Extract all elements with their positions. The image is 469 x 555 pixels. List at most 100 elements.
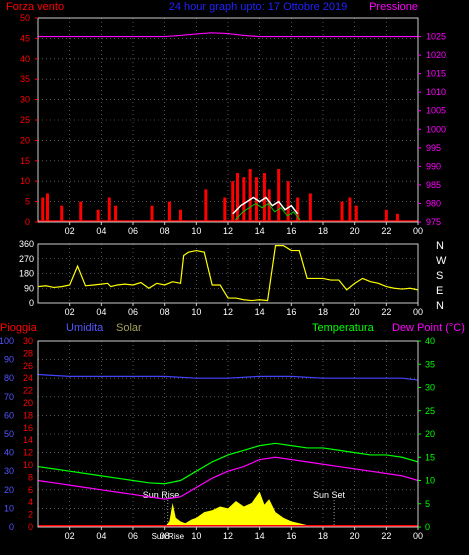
temperature-axis-title: Temperatura bbox=[312, 322, 375, 334]
humidity-ytick-label: 50 bbox=[4, 429, 14, 439]
wind-gust-bar bbox=[248, 168, 252, 222]
wind-ytick-label: 20 bbox=[20, 135, 30, 145]
temperature-ytick-label: 10 bbox=[425, 476, 435, 486]
rain-ytick-label: 28 bbox=[23, 348, 33, 358]
pressure-axis-title: Pressione bbox=[369, 1, 418, 13]
thermo-panel-xtick-label: 22 bbox=[381, 531, 391, 541]
wind-gust-bar bbox=[286, 181, 290, 222]
wind-gust-bar bbox=[41, 197, 45, 222]
pressure-ytick-label: 975 bbox=[426, 217, 441, 227]
rain-ytick-label: 10 bbox=[23, 460, 33, 470]
solar-area bbox=[164, 491, 312, 527]
wind-gust-bar bbox=[262, 173, 266, 222]
direction-panel-xtick-label: 20 bbox=[350, 307, 360, 317]
rain-ytick-label: 2 bbox=[28, 510, 33, 520]
wind-axis-title: Forza vento bbox=[6, 1, 64, 13]
humidity-ytick-label: 30 bbox=[4, 466, 14, 476]
temperature-ytick-label: 25 bbox=[425, 406, 435, 416]
rain-ytick-label: 18 bbox=[23, 410, 33, 420]
humidity-axis-title: Umidita bbox=[66, 322, 104, 334]
wind-panel-xtick-label: 22 bbox=[381, 226, 391, 236]
wind-panel-xtick-label: 12 bbox=[223, 226, 233, 236]
wind-ytick-label: 35 bbox=[20, 74, 30, 84]
sunset-annotation: Sun Set bbox=[313, 490, 346, 500]
wind-ytick-label: 25 bbox=[20, 115, 30, 125]
rain-ytick-label: 6 bbox=[28, 485, 33, 495]
wind-gust-bar bbox=[204, 189, 208, 222]
wind-gust-bar bbox=[348, 197, 352, 222]
wind-panel-xtick-label: 00 bbox=[413, 226, 423, 236]
compass-label-w: W bbox=[436, 255, 447, 267]
temperature-line bbox=[37, 442, 419, 485]
humidity-ytick-label: 20 bbox=[4, 485, 14, 495]
sunrise-time-label: Sun Rise bbox=[152, 532, 185, 541]
humidity-ytick-label: 60 bbox=[4, 410, 14, 420]
direction-ytick-label: 360 bbox=[19, 239, 34, 249]
pressure-ytick-label: 980 bbox=[426, 198, 441, 208]
compass-label-n-top: N bbox=[436, 240, 444, 252]
humidity-ytick-label: 70 bbox=[4, 392, 14, 402]
wind-panel-xtick-label: 02 bbox=[65, 226, 75, 236]
wind-panel-xtick-label: 14 bbox=[255, 226, 265, 236]
thermo-panel-xtick-label: 18 bbox=[318, 531, 328, 541]
wind-gust-bar bbox=[60, 205, 64, 222]
pressure-ytick-label: 985 bbox=[426, 180, 441, 190]
pressure-ytick-label: 990 bbox=[426, 161, 441, 171]
wind-average-line bbox=[232, 196, 299, 215]
wind-gust-bar bbox=[354, 205, 358, 222]
wind-gust-bar bbox=[384, 209, 388, 222]
thermo-panel-xtick-label: 02 bbox=[65, 531, 75, 541]
dewpoint-axis-title: Dew Point (°C) bbox=[392, 322, 465, 334]
dewpoint-line bbox=[37, 456, 419, 500]
thermo-panel-xtick-label: 06 bbox=[128, 531, 138, 541]
rain-ytick-label: 20 bbox=[23, 398, 33, 408]
wind-gust-bar bbox=[395, 213, 399, 222]
direction-ytick-label: 0 bbox=[29, 298, 34, 308]
temperature-ytick-label: 40 bbox=[425, 336, 435, 346]
pressure-ytick-label: 1025 bbox=[426, 32, 446, 42]
wind-gust-bar bbox=[236, 173, 239, 222]
rain-ytick-label: 8 bbox=[28, 472, 33, 482]
thermo-panel-xtick-label: 00 bbox=[413, 531, 423, 541]
pressure-ytick-label: 995 bbox=[426, 143, 441, 153]
wind-panel-xtick-label: 10 bbox=[191, 226, 201, 236]
wind-ytick-label: 40 bbox=[20, 54, 30, 64]
wind-alt-line bbox=[234, 202, 301, 221]
wind-gust-bar bbox=[296, 197, 300, 222]
pressure-ytick-label: 1000 bbox=[426, 124, 446, 134]
thermo-panel-xtick-label: 20 bbox=[350, 531, 360, 541]
wind-gust-bar bbox=[46, 193, 49, 222]
temperature-ytick-label: 15 bbox=[425, 452, 435, 462]
direction-ytick-label: 180 bbox=[19, 269, 34, 279]
wind-ytick-label: 50 bbox=[20, 13, 30, 23]
wind-gust-bar bbox=[179, 209, 182, 222]
direction-panel-xtick-label: 22 bbox=[381, 307, 391, 317]
humidity-ytick-label: 40 bbox=[4, 448, 14, 458]
wind-gust-bar bbox=[96, 209, 100, 222]
wind-ytick-label: 5 bbox=[25, 197, 30, 207]
wind-gust-bar bbox=[231, 181, 235, 222]
compass-label-e: E bbox=[436, 285, 443, 297]
wind-gust-bar bbox=[277, 168, 281, 222]
direction-panel-xtick-label: 08 bbox=[160, 307, 170, 317]
temperature-ytick-label: 20 bbox=[425, 429, 435, 439]
wind-ytick-label: 10 bbox=[20, 176, 30, 186]
rain-ytick-label: 4 bbox=[28, 497, 33, 507]
solar-axis-title: Solar bbox=[116, 322, 142, 334]
direction-ytick-label: 90 bbox=[24, 283, 34, 293]
humidity-line bbox=[37, 373, 419, 381]
direction-line bbox=[37, 245, 419, 302]
rain-ytick-label: 12 bbox=[23, 448, 33, 458]
humidity-ytick-label: 100 bbox=[0, 336, 14, 346]
rain-ytick-label: 16 bbox=[23, 423, 33, 433]
thermo-panel-xtick-label: 12 bbox=[223, 531, 233, 541]
pressure-ytick-label: 1005 bbox=[426, 106, 446, 116]
pressure-ytick-label: 1015 bbox=[426, 69, 446, 79]
wind-panel-xtick-label: 20 bbox=[350, 226, 360, 236]
wind-panel-xtick-label: 08 bbox=[160, 226, 170, 236]
rain-ytick-label: 24 bbox=[23, 373, 33, 383]
wind-ytick-label: 30 bbox=[20, 95, 30, 105]
wind-ytick-label: 0 bbox=[25, 217, 30, 227]
direction-panel-xtick-label: 10 bbox=[191, 307, 201, 317]
